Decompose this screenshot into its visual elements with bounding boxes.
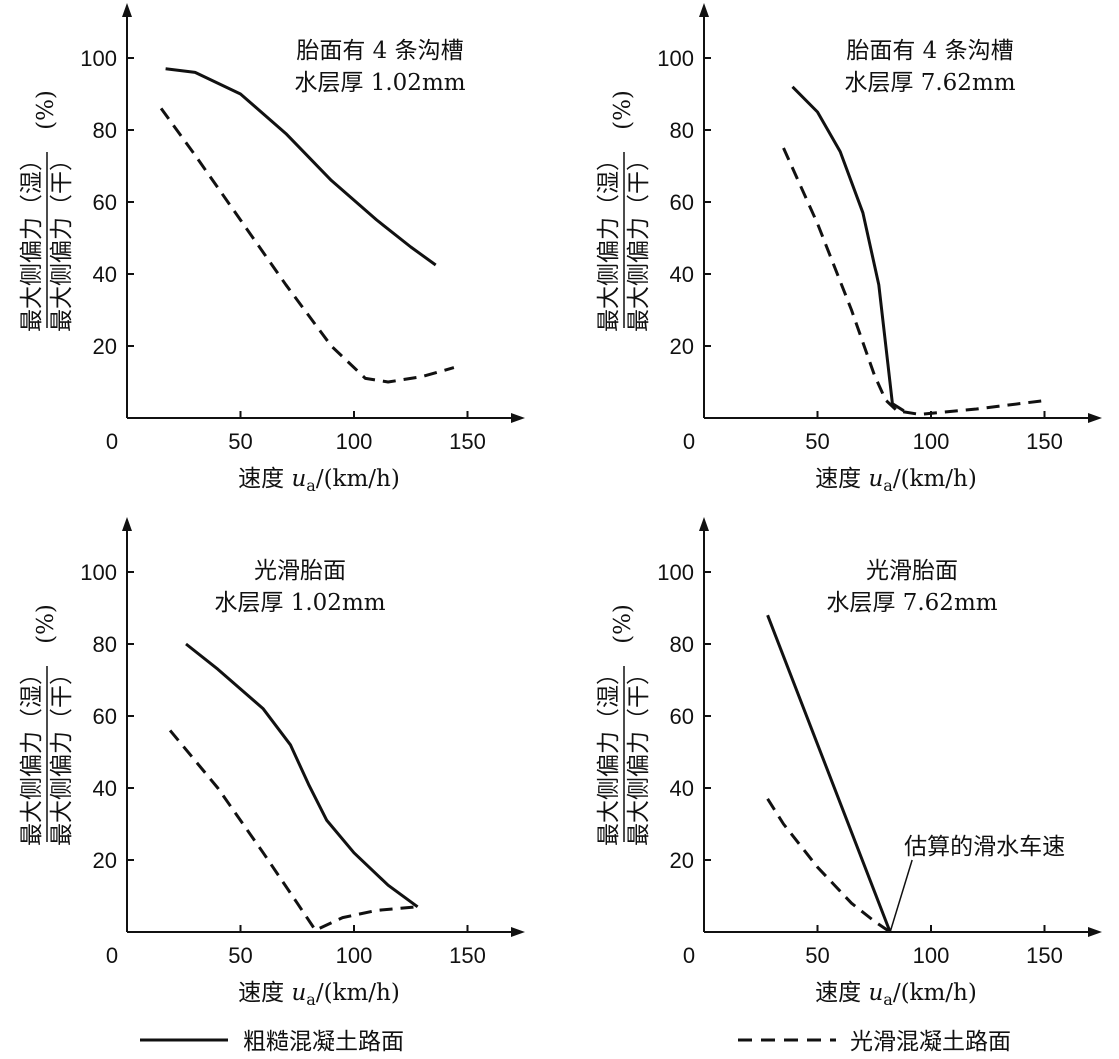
- y-axis-label: 最大侧偏力（湿） 最大侧偏力（干） (%): [19, 90, 75, 332]
- subplot-title-line: 光滑胎面: [866, 558, 958, 584]
- y-tick-label: 100: [657, 560, 694, 585]
- y-label-unit: (%): [33, 90, 59, 130]
- legend-label-rough: 粗糙混凝土路面: [243, 1029, 404, 1055]
- y-axis-label: 最大侧偏力（湿） 最大侧偏力（干） (%): [19, 604, 75, 846]
- subplot-title-line: 光滑胎面: [254, 558, 346, 584]
- y-tick-label: 80: [670, 118, 694, 143]
- y-label-numerator: 最大侧偏力（湿）: [596, 662, 622, 846]
- y-label-denominator: 最大侧偏力（干）: [49, 662, 75, 846]
- series-line-rough-concrete: [165, 67, 437, 267]
- y-tick-label: 80: [670, 632, 694, 657]
- x-axis-label: 速度 ua/(km/h): [815, 466, 977, 495]
- y-tick-label: 40: [93, 262, 117, 287]
- annotation-text: 估算的滑水车速: [904, 834, 1065, 860]
- y-tick-label: 80: [93, 632, 117, 657]
- y-tick-label: 20: [670, 848, 694, 873]
- series-line-smooth-concrete: [766, 797, 891, 934]
- y-tick-label: 60: [93, 190, 117, 215]
- y-label-numerator: 最大侧偏力（湿）: [596, 148, 622, 332]
- y-axis-arrow-icon: [699, 3, 709, 17]
- y-tick-label: 40: [670, 776, 694, 801]
- x-tick-label: 0: [106, 429, 118, 454]
- annotation-leader-line: [889, 859, 913, 933]
- series-line-rough-concrete: [791, 85, 905, 413]
- x-tick-label: 0: [683, 943, 695, 968]
- x-tick-label: 100: [336, 943, 373, 968]
- y-tick-label: 40: [670, 262, 694, 287]
- y-tick-label: 60: [93, 704, 117, 729]
- y-tick-label: 100: [657, 46, 694, 71]
- x-axis-label: 速度 ua/(km/h): [815, 980, 977, 1009]
- subplot-3: 0 50 100 150 20 40 60 80 100 速度 ua/(km/h) 最大侧偏力（湿）…: [19, 517, 525, 1009]
- x-tick-label: 150: [1026, 943, 1063, 968]
- x-axis-arrow-icon: [1088, 413, 1102, 423]
- x-tick-label: 50: [805, 429, 829, 454]
- x-tick-label: 0: [683, 429, 695, 454]
- y-tick-label: 20: [93, 334, 117, 359]
- legend-label-smooth: 光滑混凝土路面: [850, 1029, 1011, 1055]
- y-tick-label: 60: [670, 704, 694, 729]
- series-line-rough-concrete: [766, 614, 892, 933]
- y-tick-label: 100: [80, 46, 117, 71]
- y-tick-label: 80: [93, 118, 117, 143]
- x-axis-arrow-icon: [511, 413, 525, 423]
- subplot-2: 0 50 100 150 20 40 60 80 100 速度 ua/(km/h) 最大侧偏力（湿）…: [596, 3, 1102, 495]
- y-label-denominator: 最大侧偏力（干）: [49, 148, 75, 332]
- subplot-4: 0 50 100 150 20 40 60 80 100 速度 ua/(km/h) 最大侧偏力（湿）…: [596, 517, 1102, 1009]
- x-axis-label: 速度 ua/(km/h): [238, 980, 400, 1009]
- y-label-denominator: 最大侧偏力（干）: [626, 662, 652, 846]
- y-label-unit: (%): [610, 604, 636, 644]
- x-axis-label: 速度 ua/(km/h): [238, 466, 400, 495]
- x-axis-arrow-icon: [511, 927, 525, 937]
- subplot-1: 0 50 100 150 20 40 60 80 100 速度 ua/(km/h) 最大侧偏力（湿）…: [19, 3, 525, 495]
- y-tick-label: 40: [93, 776, 117, 801]
- y-label-numerator: 最大侧偏力（湿）: [19, 148, 45, 332]
- subplot-title-line: 水层厚 1.02mm: [214, 590, 385, 616]
- x-tick-label: 100: [336, 429, 373, 454]
- x-tick-label: 50: [228, 429, 252, 454]
- legend: 粗糙混凝土路面 光滑混凝土路面: [140, 1029, 1011, 1055]
- y-axis-arrow-icon: [122, 3, 132, 17]
- y-tick-label: 20: [93, 848, 117, 873]
- series-line-rough-concrete: [185, 642, 419, 909]
- y-tick-label: 20: [670, 334, 694, 359]
- y-tick-label: 100: [80, 560, 117, 585]
- x-tick-label: 50: [805, 943, 829, 968]
- y-axis-label: 最大侧偏力（湿） 最大侧偏力（干） (%): [596, 90, 652, 332]
- x-tick-label: 100: [913, 429, 950, 454]
- y-axis-arrow-icon: [699, 517, 709, 531]
- subplot-title-line: 水层厚 1.02mm: [294, 70, 465, 96]
- y-label-unit: (%): [610, 90, 636, 130]
- series-line-smooth-concrete: [159, 107, 455, 384]
- x-tick-label: 150: [449, 943, 486, 968]
- y-label-numerator: 最大侧偏力（湿）: [19, 662, 45, 846]
- x-tick-label: 150: [449, 429, 486, 454]
- x-axis-arrow-icon: [1088, 927, 1102, 937]
- y-tick-label: 60: [670, 190, 694, 215]
- subplot-title-line: 胎面有 4 条沟槽: [296, 38, 463, 64]
- series-line-smooth-concrete: [782, 147, 1050, 416]
- subplot-title-line: 水层厚 7.62mm: [826, 590, 997, 616]
- subplot-title-line: 胎面有 4 条沟槽: [846, 38, 1013, 64]
- subplot-title-line: 水层厚 7.62mm: [844, 70, 1015, 96]
- x-tick-label: 150: [1026, 429, 1063, 454]
- x-tick-label: 50: [228, 943, 252, 968]
- x-tick-label: 0: [106, 943, 118, 968]
- series-line-smooth-concrete: [168, 729, 418, 932]
- y-label-denominator: 最大侧偏力（干）: [626, 148, 652, 332]
- x-tick-label: 100: [913, 943, 950, 968]
- y-axis-arrow-icon: [122, 517, 132, 531]
- y-axis-label: 最大侧偏力（湿） 最大侧偏力（干） (%): [596, 604, 652, 846]
- y-label-unit: (%): [33, 604, 59, 644]
